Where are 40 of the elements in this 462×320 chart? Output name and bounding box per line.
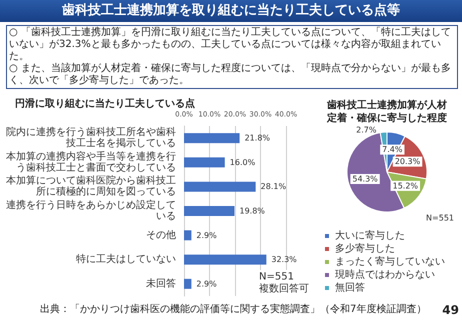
legend-label: 多少寄与した bbox=[335, 242, 395, 254]
text: ○ 「歯科技工士連携加算」を円滑に取り組むに当たり工夫している点について、「特に工夫はしていない」が32.3%と最も多かったものの、工夫している点については様々な内容が取組まれていた。 bbox=[9, 27, 452, 62]
data-label: 28.1% bbox=[260, 182, 286, 192]
y-tick-label: その他 bbox=[146, 228, 176, 241]
y-tick-label: 本加算の連携内容や手当等を連携を行う歯科技工士と書面で交わしている bbox=[6, 150, 176, 174]
data-label: 2.7% bbox=[356, 126, 377, 135]
data-label: 2.9% bbox=[196, 230, 218, 240]
data-label: 19.8% bbox=[239, 206, 266, 216]
legend-label: まったく寄与していない bbox=[335, 256, 445, 268]
source-note: 出典：「かかりつけ歯科医の機能の評価等に関する実態調査」（令和7年度検証調査） bbox=[40, 303, 426, 317]
text: ○ また、当該加算が人材定着・確保に寄与した程度については、「現時点で分からない」が最も多く、次いで「多少寄与した」であった。 bbox=[9, 63, 452, 87]
data-label: 2.9% bbox=[196, 279, 218, 288]
data-label: 54.3% bbox=[352, 174, 378, 184]
annotation: N=551 複数回答可 bbox=[259, 272, 309, 294]
y-tick-label: 連携を行う日時をあらかじめ設定している bbox=[6, 199, 176, 222]
data-label: 32.3% bbox=[271, 255, 298, 264]
data-label: 20.3% bbox=[394, 157, 421, 166]
bar bbox=[184, 157, 225, 168]
bar bbox=[184, 278, 192, 289]
bar bbox=[184, 254, 266, 265]
chart-title: 円滑に取り組むに当たり工夫している点 bbox=[15, 98, 195, 110]
data-label: 15.2% bbox=[392, 181, 418, 190]
y-tick-label: 院内に連携を行う歯科技工所名や歯科技工士名を掲示している bbox=[6, 126, 176, 150]
legend-label: 無回答 bbox=[335, 282, 365, 294]
text: 歯科技工士連携加算を取り組むに当たり工夫している点等 bbox=[0, 0, 462, 22]
text: N=551 bbox=[426, 214, 454, 222]
y-tick-label: 特に工夫はしていない bbox=[76, 253, 176, 266]
y-tick-label: 未回答 bbox=[146, 277, 176, 290]
y-tick-label: 本加算について歯科医院から歯科技工所に積極的に周知を図っている bbox=[6, 174, 176, 198]
chart-title: 歯科技工士連携加算が人材定着・確保に寄与した程度 bbox=[326, 99, 447, 124]
bar bbox=[184, 230, 192, 240]
data-label: 7.4% bbox=[382, 145, 403, 154]
bar bbox=[184, 206, 234, 216]
legend-label: 大いに寄与した bbox=[335, 230, 405, 242]
legend-label: 現時点ではわからない bbox=[335, 268, 435, 280]
text: 49 bbox=[442, 302, 459, 318]
bar bbox=[184, 133, 240, 144]
data-label: 16.0% bbox=[230, 158, 256, 167]
bar bbox=[184, 182, 256, 192]
data-label: 21.8% bbox=[244, 134, 270, 143]
